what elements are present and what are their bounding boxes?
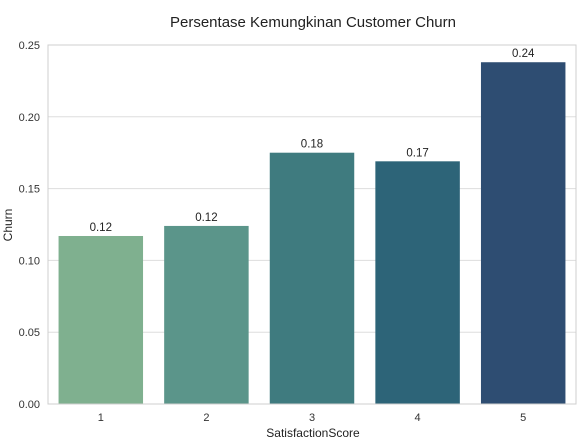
bar-1 — [58, 235, 144, 404]
y-tick-label: 0.05 — [19, 327, 40, 339]
x-tick-label: 2 — [203, 412, 209, 424]
bars — [58, 62, 566, 405]
y-axis-ticks: 0.00 0.05 0.10 0.15 0.20 0.25 — [19, 40, 40, 411]
data-label: 0.12 — [195, 212, 217, 224]
y-tick-label: 0.00 — [19, 399, 40, 411]
x-tick-label: 3 — [309, 412, 315, 424]
bar-3 — [269, 152, 355, 404]
data-label: 0.24 — [512, 48, 535, 60]
data-label: 0.18 — [301, 139, 323, 151]
plot-frame — [47, 44, 577, 405]
bar-2 — [164, 225, 249, 404]
y-axis-label: Churn — [1, 209, 15, 242]
bar-5 — [480, 62, 566, 405]
chart-title: Persentase Kemungkinan Customer Churn — [170, 14, 456, 31]
x-axis-label: SatisfactionScore — [266, 426, 360, 440]
y-tick-label: 0.10 — [19, 255, 40, 267]
y-tick-label: 0.25 — [19, 40, 40, 52]
x-axis-ticks: 1 2 3 4 5 — [98, 412, 527, 424]
bar-4 — [375, 161, 460, 404]
x-tick-label: 5 — [520, 412, 526, 424]
y-tick-label: 0.15 — [19, 184, 40, 196]
y-tick-label: 0.20 — [19, 112, 40, 124]
data-label: 0.12 — [90, 222, 112, 234]
x-tick-label: 4 — [415, 412, 421, 424]
data-label: 0.17 — [406, 147, 428, 159]
data-labels: 0.12 0.12 0.18 0.17 0.24 — [90, 48, 535, 234]
x-tick-label: 1 — [98, 412, 104, 424]
